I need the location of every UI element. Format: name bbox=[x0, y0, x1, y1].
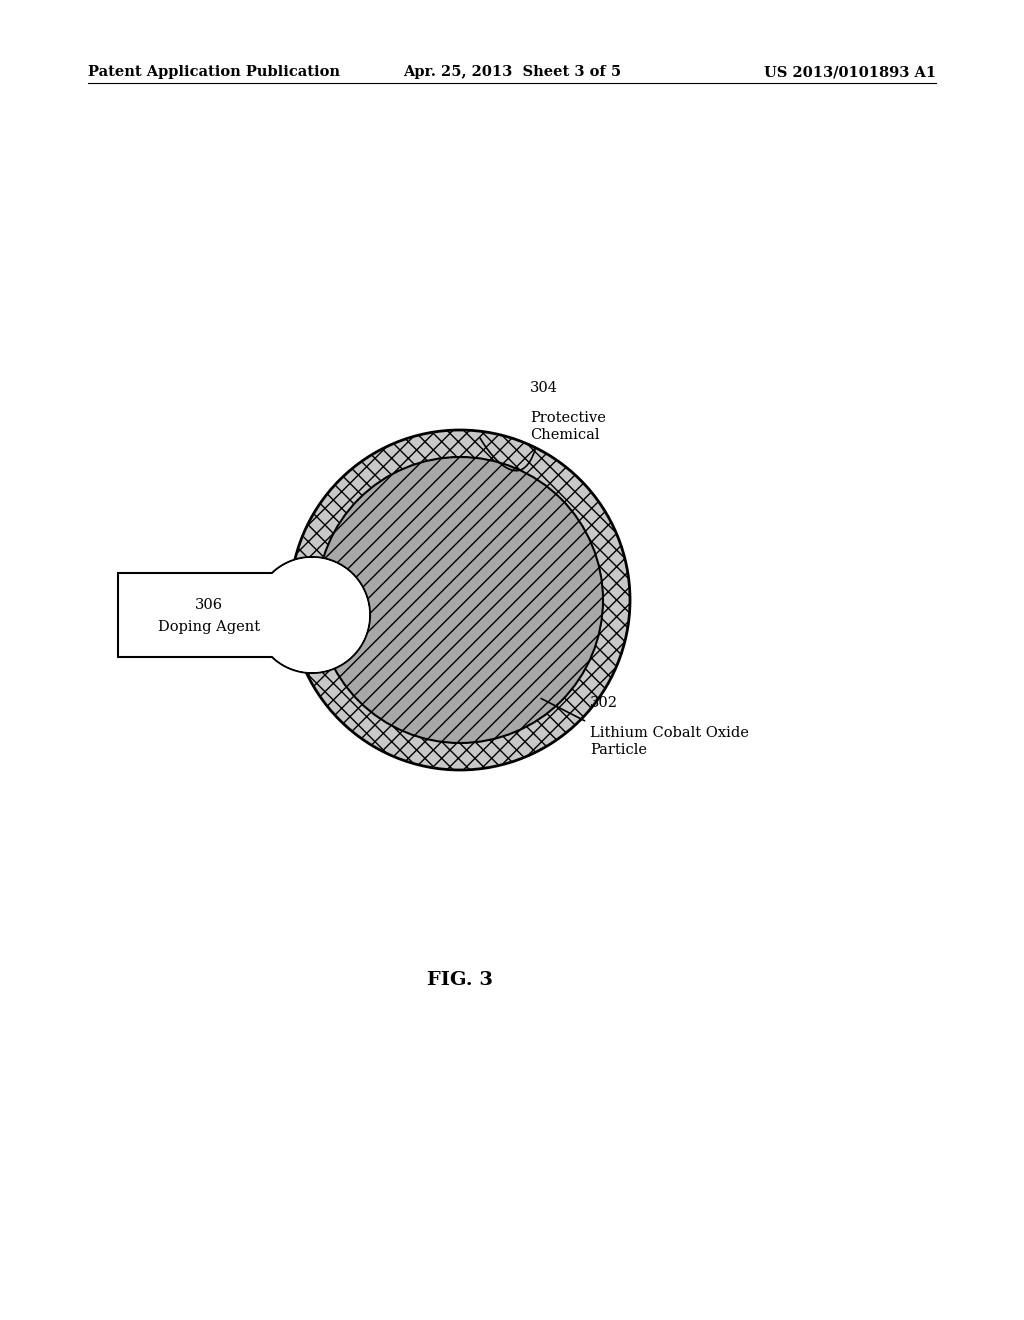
Text: FIG. 3: FIG. 3 bbox=[427, 972, 493, 989]
Circle shape bbox=[254, 557, 370, 673]
Text: Apr. 25, 2013  Sheet 3 of 5: Apr. 25, 2013 Sheet 3 of 5 bbox=[402, 65, 622, 79]
Text: 306: 306 bbox=[196, 598, 223, 612]
Text: Chemical: Chemical bbox=[530, 428, 599, 442]
Text: Patent Application Publication: Patent Application Publication bbox=[88, 65, 340, 79]
Text: 302: 302 bbox=[590, 696, 618, 710]
Text: Lithium Cobalt Oxide: Lithium Cobalt Oxide bbox=[590, 726, 749, 741]
Circle shape bbox=[290, 430, 630, 770]
Text: Particle: Particle bbox=[590, 743, 647, 756]
Text: US 2013/0101893 A1: US 2013/0101893 A1 bbox=[764, 65, 936, 79]
Text: 304: 304 bbox=[530, 381, 558, 395]
FancyBboxPatch shape bbox=[118, 573, 321, 657]
Text: Protective: Protective bbox=[530, 411, 606, 425]
Circle shape bbox=[255, 558, 369, 672]
Text: Doping Agent: Doping Agent bbox=[159, 620, 260, 634]
Circle shape bbox=[317, 457, 603, 743]
